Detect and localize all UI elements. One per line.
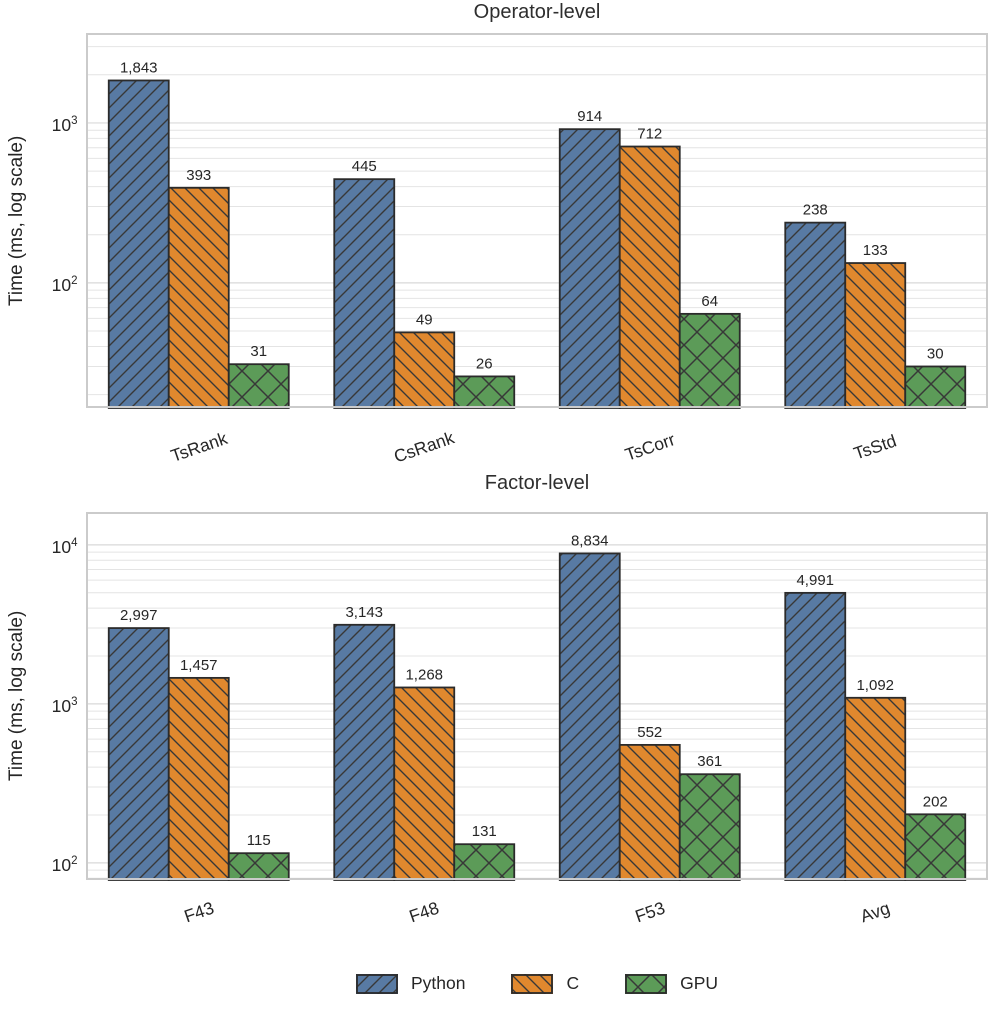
x-tick-label: F43 [181,897,217,927]
bar-hatch [845,263,906,408]
bar-hatch [454,844,515,880]
value-label: 64 [701,293,718,310]
legend-label: C [566,973,580,993]
value-label: 202 [923,793,948,810]
value-label: 4,991 [796,572,834,589]
plot-canvas: 1,843 393 31 445 49 26 914 712 64 238 133 30 [86,33,988,409]
value-label: 49 [416,311,433,328]
plot-area: 1,843 393 31 445 49 26 914 712 64 238 133 30 [86,33,988,409]
y-tick-label: 103 [51,695,78,716]
value-label: 26 [476,355,493,372]
legend: Python C GPU [86,973,988,994]
value-label: 1,843 [120,59,158,76]
value-label: 30 [927,345,944,362]
chart-title: Operator-level [473,1,601,23]
bar-hatch [679,313,740,408]
value-label: 552 [637,724,662,741]
bar-hatch [785,222,846,408]
plot-canvas: 2,997 1,457 115 3,143 1,268 131 8,834 552 361 4,9… [86,512,988,881]
bar-hatch [228,853,289,880]
bar-hatch [905,814,966,880]
value-label: 31 [250,343,267,360]
bar-hatch [108,80,169,408]
value-label: 3,143 [345,604,383,621]
y-axis-label: Time (ms, log scale) [6,135,27,306]
value-label: 1,092 [856,677,894,694]
bar-hatch [785,592,846,880]
legend-item-c: C [511,973,579,994]
bar-hatch [619,744,680,880]
value-label: 1,268 [405,666,443,683]
value-label: 914 [577,108,602,125]
value-label: 131 [472,823,497,840]
chart-title: Factor-level [484,472,590,494]
legend-label: Python [410,973,466,993]
x-tick-label: F53 [632,897,668,927]
x-tick-label: F48 [406,897,442,927]
value-label: 712 [637,126,662,143]
bar-hatch [334,624,395,880]
y-tick-label: 104 [51,536,78,557]
value-label: 8,834 [571,532,609,549]
value-label: 361 [697,753,722,770]
bar-hatch [679,774,740,880]
bar-hatch [845,697,906,880]
plot-area: 2,997 1,457 115 3,143 1,268 131 8,834 552 361 4,9… [86,512,988,881]
value-label: 238 [803,202,828,219]
legend-item-python: Python [355,973,466,994]
value-label: 2,997 [120,607,158,624]
bar-hatch [559,553,620,880]
legend-swatch [355,973,398,994]
bar-hatch [559,129,620,409]
legend-label: GPU [680,973,719,993]
plot-frame [86,33,988,408]
value-label: 1,457 [180,657,218,674]
legend-swatch [625,973,668,994]
x-tick-label: Avg [857,897,893,927]
bar-hatch [394,332,455,408]
legend-swatch [511,973,554,994]
bar-hatch [168,677,229,880]
bar-hatch [168,187,229,408]
bar-hatch [108,628,169,880]
value-label: 115 [247,832,271,849]
bar-hatch [619,146,680,408]
value-label: 445 [352,158,377,175]
plot-frame [86,512,988,880]
bar-hatch [334,179,395,408]
y-tick-label: 102 [51,854,78,875]
y-tick-label: 103 [51,114,78,135]
bar-hatch [394,687,455,880]
legend-item-gpu: GPU [625,973,718,994]
y-tick-label: 102 [51,274,78,295]
bar-hatch [905,366,966,408]
bar-hatch [228,364,289,408]
value-label: 133 [863,242,888,259]
value-label: 393 [186,167,211,184]
bar-hatch [454,376,515,408]
